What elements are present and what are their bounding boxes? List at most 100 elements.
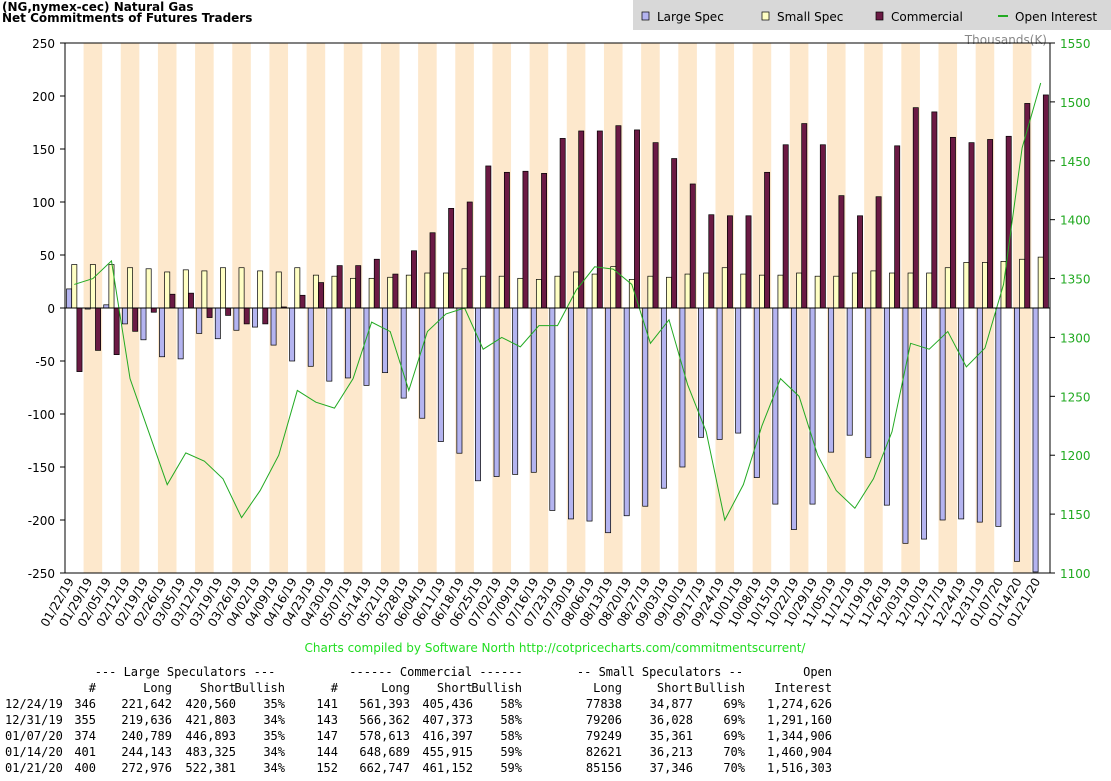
bar bbox=[196, 307, 203, 334]
table-cell: 36,213 bbox=[650, 745, 693, 759]
bar bbox=[220, 267, 226, 309]
bar bbox=[113, 307, 120, 355]
table-cell: 1,291,160 bbox=[767, 713, 832, 727]
table-cell: 355 bbox=[74, 713, 96, 727]
bar bbox=[647, 275, 654, 309]
bar bbox=[796, 272, 803, 309]
table-date: 01/21/20 bbox=[5, 761, 63, 775]
bar bbox=[1014, 307, 1020, 562]
table-cell: 421,803 bbox=[185, 713, 236, 727]
bar bbox=[554, 275, 561, 309]
table-date: 12/31/19 bbox=[5, 713, 63, 727]
table-cell: 69% bbox=[723, 713, 745, 727]
bar bbox=[350, 277, 356, 309]
bar bbox=[517, 277, 524, 309]
bar bbox=[503, 171, 510, 309]
bar bbox=[368, 277, 375, 309]
bar bbox=[66, 288, 73, 309]
table-cell: 578,613 bbox=[359, 729, 410, 743]
bar bbox=[485, 165, 492, 309]
table-date: 01/14/20 bbox=[5, 745, 63, 759]
bar bbox=[549, 307, 556, 511]
table-cell: 219,636 bbox=[121, 713, 172, 727]
table-cell: 401 bbox=[74, 745, 96, 759]
table-cell: 69% bbox=[723, 729, 745, 743]
bar bbox=[1005, 135, 1012, 309]
bar bbox=[164, 271, 171, 309]
bar bbox=[931, 111, 938, 309]
bar bbox=[373, 258, 380, 309]
bar bbox=[801, 123, 808, 309]
table-cell: 144 bbox=[316, 745, 338, 759]
bar bbox=[225, 307, 232, 316]
table-column-header: Short bbox=[657, 681, 693, 695]
bar bbox=[559, 138, 566, 309]
bar bbox=[159, 307, 165, 358]
chart-subtitle: Net Commitments of Futures Traders bbox=[2, 11, 252, 25]
table-cell: 58% bbox=[500, 729, 522, 743]
bar bbox=[708, 214, 715, 309]
table-cell: 566,362 bbox=[359, 713, 410, 727]
bar bbox=[392, 273, 399, 309]
bar bbox=[363, 307, 370, 386]
table-cell: 561,393 bbox=[359, 697, 410, 711]
table-cell: 36,028 bbox=[650, 713, 693, 727]
bar bbox=[299, 294, 306, 309]
bar bbox=[660, 307, 667, 489]
legend-label: Commercial bbox=[891, 10, 963, 24]
table-column-header: Long bbox=[593, 681, 622, 695]
bar bbox=[541, 173, 548, 309]
table-cell: 483,325 bbox=[185, 745, 236, 759]
bar bbox=[634, 129, 640, 309]
bar bbox=[982, 262, 988, 309]
bar bbox=[605, 307, 612, 534]
bar bbox=[782, 144, 789, 309]
bar bbox=[182, 269, 189, 309]
bar bbox=[809, 307, 816, 505]
table-cell: 59% bbox=[500, 745, 522, 759]
table-cell: 37,346 bbox=[650, 761, 693, 775]
bar bbox=[894, 145, 901, 309]
y2-tick-label: 1500 bbox=[1060, 96, 1091, 110]
table-group-header: ------ Commercial ------ bbox=[349, 665, 522, 679]
table-cell: 35% bbox=[263, 697, 285, 711]
y2-tick-label: 1100 bbox=[1060, 567, 1091, 581]
bar bbox=[745, 215, 752, 309]
bar bbox=[355, 265, 362, 309]
bar bbox=[535, 279, 542, 309]
table-cell: 35% bbox=[263, 729, 285, 743]
bar bbox=[437, 307, 444, 442]
bar bbox=[336, 265, 343, 309]
bar bbox=[424, 272, 431, 309]
bar bbox=[875, 196, 882, 309]
table-cell: 77838 bbox=[586, 697, 622, 711]
table-column-header: Long bbox=[143, 681, 172, 695]
bar bbox=[591, 273, 598, 309]
bar bbox=[382, 307, 389, 374]
bar bbox=[596, 130, 603, 309]
table-cell: 85156 bbox=[586, 761, 622, 775]
bar bbox=[140, 307, 147, 341]
table-date: 01/07/20 bbox=[5, 729, 63, 743]
table-cell: 70% bbox=[723, 761, 745, 775]
table-cell: 455,915 bbox=[422, 745, 473, 759]
bar bbox=[976, 307, 983, 523]
bar bbox=[522, 170, 529, 309]
bar bbox=[703, 272, 710, 309]
table-cell: 34% bbox=[263, 761, 285, 775]
table-cell: 59% bbox=[500, 761, 522, 775]
y-tick-label: 50 bbox=[40, 249, 55, 263]
bar bbox=[968, 142, 975, 309]
bar bbox=[493, 307, 500, 477]
table-cell: 1,516,303 bbox=[767, 761, 832, 775]
bar bbox=[902, 307, 909, 544]
table-group-header: -- Small Speculators -- bbox=[577, 665, 743, 679]
table-cell: 58% bbox=[500, 713, 522, 727]
table-column-header: # bbox=[331, 681, 339, 695]
y2-tick-label: 1350 bbox=[1060, 273, 1091, 287]
bar bbox=[772, 307, 779, 505]
bar bbox=[950, 136, 956, 309]
bar bbox=[312, 274, 319, 309]
bar bbox=[671, 158, 678, 309]
legend-swatch bbox=[641, 11, 650, 21]
